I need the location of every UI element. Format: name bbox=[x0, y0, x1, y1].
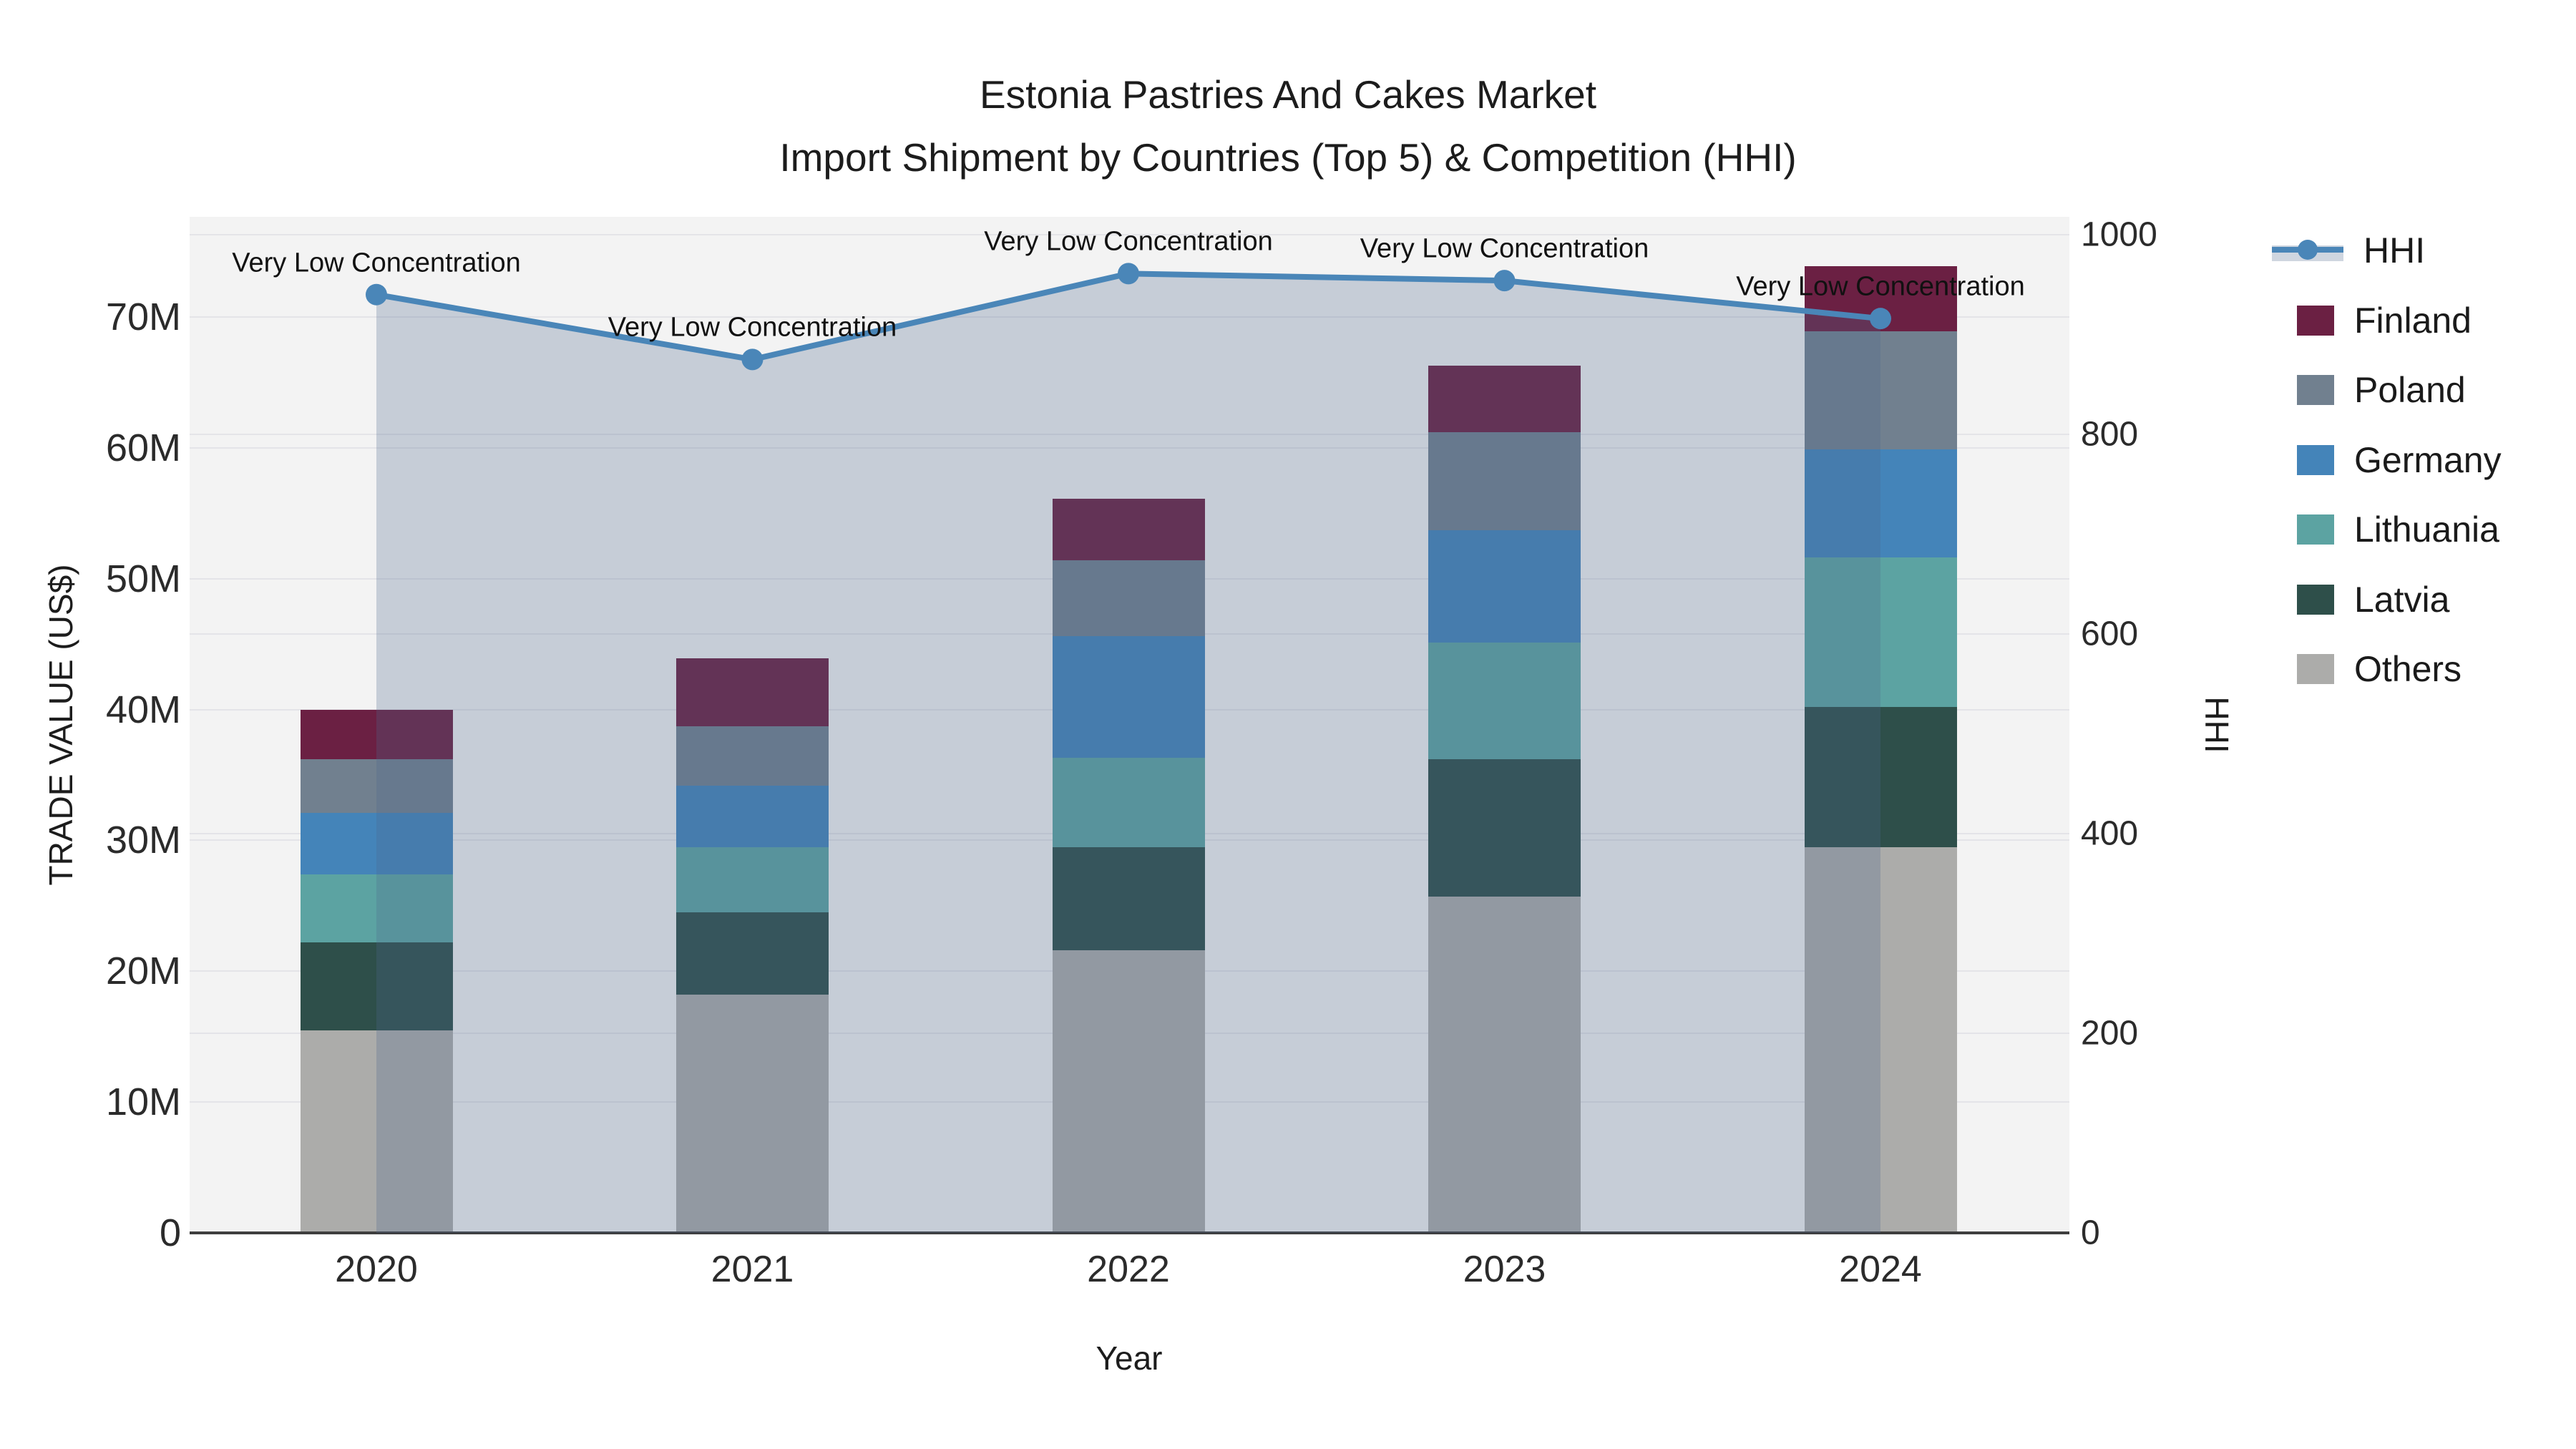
bar-others-2024[interactable] bbox=[1804, 847, 1957, 1233]
y-left-tick-30M: 30M bbox=[105, 819, 181, 862]
legend-swatch-lithuania bbox=[2297, 514, 2334, 545]
y-left-tick-40M: 40M bbox=[105, 688, 181, 731]
bar-lithuania-2024[interactable] bbox=[1804, 557, 1957, 707]
legend-label-others: Others bbox=[2354, 649, 2462, 689]
legend-item-germany[interactable]: Germany bbox=[2272, 439, 2502, 482]
bar-finland-2023[interactable] bbox=[1428, 365, 1581, 432]
x-tick-2022: 2022 bbox=[1087, 1249, 1170, 1290]
y-left-tick-70M: 70M bbox=[105, 296, 181, 338]
legend-item-finland[interactable]: Finland bbox=[2272, 299, 2472, 342]
legend-label-finland: Finland bbox=[2354, 300, 2472, 341]
bar-lithuania-2020[interactable] bbox=[300, 874, 453, 943]
legend-label-lithuania: Lithuania bbox=[2354, 509, 2499, 550]
chart-title-line2: Import Shipment by Countries (Top 5) & C… bbox=[779, 135, 1797, 180]
bar-latvia-2020[interactable] bbox=[300, 942, 453, 1030]
legend-item-lithuania[interactable]: Lithuania bbox=[2272, 508, 2499, 551]
hhi-legend-sample-icon bbox=[2272, 235, 2343, 265]
bar-germany-2020[interactable] bbox=[300, 813, 453, 874]
bar-latvia-2024[interactable] bbox=[1804, 706, 1957, 847]
hhi-marker-2020[interactable] bbox=[366, 283, 387, 306]
x-axis-title: Year bbox=[1096, 1340, 1163, 1377]
x-tick-2020: 2020 bbox=[335, 1249, 418, 1290]
legend-swatch-finland bbox=[2297, 305, 2334, 336]
x-tick-2023: 2023 bbox=[1463, 1249, 1546, 1290]
gridline-left-70M bbox=[190, 316, 2069, 318]
legend-label-poland: Poland bbox=[2354, 370, 2466, 410]
bar-latvia-2022[interactable] bbox=[1052, 847, 1205, 951]
y-right-axis-title: HHI bbox=[2198, 696, 2235, 753]
y-right-tick-1000: 1000 bbox=[2081, 215, 2157, 254]
bar-germany-2021[interactable] bbox=[676, 785, 829, 847]
legend-label-germany: Germany bbox=[2354, 439, 2502, 480]
bar-finland-2022[interactable] bbox=[1052, 499, 1205, 561]
bar-poland-2021[interactable] bbox=[676, 726, 829, 786]
x-axis-line bbox=[190, 1231, 2069, 1234]
hhi-marker-2024[interactable] bbox=[1870, 308, 1891, 330]
bar-germany-2023[interactable] bbox=[1428, 530, 1581, 643]
y-right-tick-800: 800 bbox=[2081, 415, 2139, 454]
bar-others-2021[interactable] bbox=[676, 995, 829, 1233]
legend-item-latvia[interactable]: Latvia bbox=[2272, 578, 2449, 621]
bar-others-2023[interactable] bbox=[1428, 897, 1581, 1233]
hhi-marker-2022[interactable] bbox=[1118, 263, 1139, 285]
bar-latvia-2023[interactable] bbox=[1428, 759, 1581, 897]
gridline-right-1000 bbox=[190, 234, 2069, 235]
legend-item-others[interactable]: Others bbox=[2272, 648, 2462, 691]
legend-item-hhi[interactable]: HHI bbox=[2272, 229, 2425, 272]
legend-swatch-germany bbox=[2297, 444, 2334, 475]
legend-item-poland[interactable]: Poland bbox=[2272, 369, 2466, 411]
bar-germany-2022[interactable] bbox=[1052, 636, 1205, 758]
y-left-tick-0: 0 bbox=[159, 1211, 181, 1254]
annotation-2022: Very Low Concentration bbox=[984, 226, 1273, 257]
y-left-tick-10M: 10M bbox=[105, 1080, 181, 1124]
bar-poland-2020[interactable] bbox=[300, 759, 453, 814]
x-tick-2021: 2021 bbox=[711, 1249, 794, 1290]
y-right-tick-400: 400 bbox=[2081, 814, 2139, 853]
bar-lithuania-2023[interactable] bbox=[1428, 643, 1581, 760]
bar-germany-2024[interactable] bbox=[1804, 449, 1957, 558]
bar-others-2020[interactable] bbox=[300, 1030, 453, 1233]
legend-label-latvia: Latvia bbox=[2354, 579, 2450, 620]
bar-lithuania-2021[interactable] bbox=[676, 847, 829, 912]
bar-finland-2020[interactable] bbox=[300, 709, 453, 760]
bar-others-2022[interactable] bbox=[1052, 950, 1205, 1233]
bar-lithuania-2022[interactable] bbox=[1052, 758, 1205, 847]
bar-latvia-2021[interactable] bbox=[676, 912, 829, 995]
annotation-2020: Very Low Concentration bbox=[232, 248, 521, 278]
legend-swatch-poland bbox=[2297, 375, 2334, 405]
y-left-tick-20M: 20M bbox=[105, 950, 181, 993]
legend-swatch-others bbox=[2297, 654, 2334, 684]
bar-poland-2022[interactable] bbox=[1052, 560, 1205, 637]
x-tick-2024: 2024 bbox=[1839, 1249, 1922, 1290]
y-right-tick-600: 600 bbox=[2081, 615, 2139, 653]
annotation-2024: Very Low Concentration bbox=[1736, 271, 2025, 302]
gridline-right-800 bbox=[190, 434, 2069, 435]
chart-title: Estonia Pastries And Cakes Market Import… bbox=[0, 63, 2576, 189]
y-right-tick-200: 200 bbox=[2081, 1014, 2139, 1053]
bar-poland-2023[interactable] bbox=[1428, 431, 1581, 531]
bar-poland-2024[interactable] bbox=[1804, 331, 1957, 449]
gridline-left-60M bbox=[190, 447, 2069, 449]
hhi-marker-2023[interactable] bbox=[1493, 270, 1516, 292]
bar-finland-2021[interactable] bbox=[676, 658, 829, 727]
y-right-tick-0: 0 bbox=[2081, 1214, 2100, 1252]
annotation-2021: Very Low Concentration bbox=[608, 312, 897, 343]
chart-title-line1: Estonia Pastries And Cakes Market bbox=[979, 72, 1597, 117]
legend-swatch-latvia bbox=[2297, 584, 2334, 615]
y-left-tick-60M: 60M bbox=[105, 426, 181, 469]
annotation-2023: Very Low Concentration bbox=[1360, 233, 1649, 264]
legend-label-hhi: HHI bbox=[2363, 230, 2426, 270]
hhi-marker-2021[interactable] bbox=[741, 348, 763, 371]
y-left-tick-50M: 50M bbox=[105, 557, 181, 600]
